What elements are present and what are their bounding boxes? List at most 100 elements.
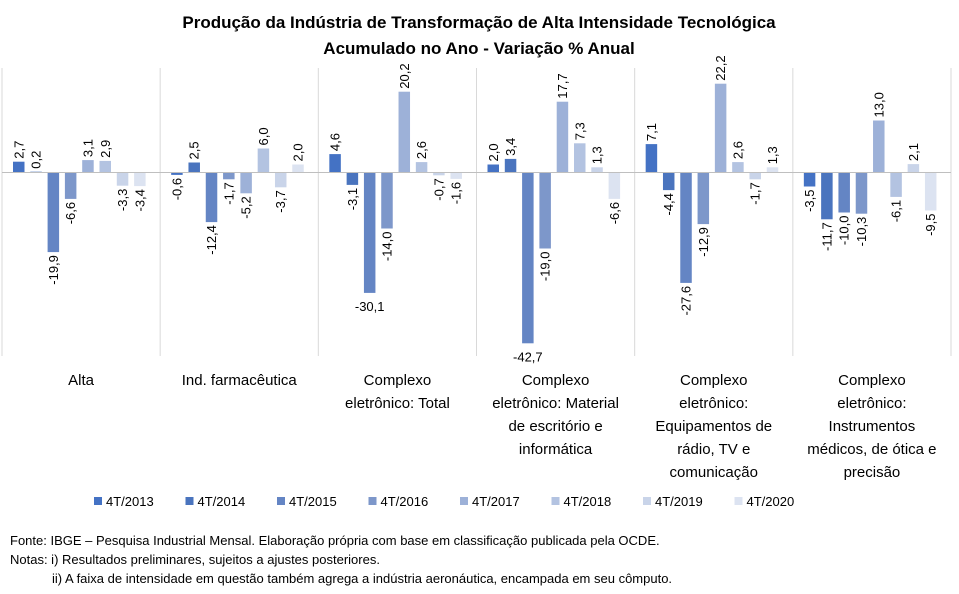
- chart-subtitle: Acumulado no Ano - Variação % Anual: [323, 39, 634, 58]
- category-label: Instrumentos: [829, 418, 916, 435]
- data-label: -4,4: [661, 193, 676, 215]
- data-label: -0,6: [169, 178, 184, 200]
- data-label: -6,6: [63, 202, 78, 224]
- category-label: precisão: [844, 464, 901, 481]
- data-label: 17,7: [555, 73, 570, 98]
- data-label: -6,1: [889, 200, 904, 222]
- plot-area: 2,70,2 -19,9 -6,6 3,1 2,9 -3,3 -3,4 Alta -0,6 2,5…: [1, 55, 952, 481]
- data-label: -1,7: [748, 182, 763, 204]
- data-label: 22,2: [713, 55, 728, 80]
- bar: [99, 160, 111, 173]
- legend-item-label: 4T/2015: [289, 494, 337, 509]
- bar: [47, 172, 60, 253]
- data-label: 0,2: [29, 151, 44, 169]
- bar: [398, 91, 411, 173]
- data-label: -10,0: [837, 216, 852, 246]
- data-label: -6,6: [607, 202, 622, 224]
- legend-item-label: 4T/2014: [198, 494, 246, 509]
- bar: [803, 172, 816, 187]
- legend-swatch: [643, 497, 651, 505]
- data-label: 2,5: [187, 141, 202, 159]
- category-label: médicos, de ótica e: [807, 441, 936, 458]
- legend: 4T/2013 4T/2014 4T/2015 4T/2016 4T/2017 4T/20…: [94, 494, 794, 509]
- category-label: de escritório e: [508, 418, 602, 435]
- data-label: -1,6: [449, 182, 464, 204]
- category-label: Alta: [68, 372, 95, 389]
- bar: [487, 164, 499, 173]
- data-label: 4,6: [328, 133, 343, 151]
- legend-swatch: [734, 497, 743, 505]
- note-2: ii) A faixa de intensidade em questão ta…: [52, 571, 673, 586]
- data-label: -3,1: [345, 188, 360, 210]
- bar: [134, 172, 146, 187]
- chart-title: Produção da Indústria de Transformação d…: [182, 13, 776, 32]
- legend-item-label: 4T/2016: [381, 494, 429, 509]
- category-label: rádio, TV e: [677, 441, 750, 458]
- bar: [766, 167, 779, 173]
- category-label: eletrônico:: [837, 395, 906, 412]
- bar: [873, 120, 885, 173]
- legend-item-label: 4T/2020: [747, 494, 795, 509]
- bar: [749, 172, 761, 180]
- bar-chart: Produção da Indústria de Transformação d…: [1, 13, 952, 509]
- data-label: -27,6: [679, 286, 694, 316]
- bar: [64, 172, 77, 199]
- category-label: Ind. farmacêutica: [182, 372, 298, 389]
- bar: [329, 154, 341, 173]
- legend-swatch: [551, 497, 560, 505]
- data-label: 2,0: [486, 143, 501, 161]
- data-label: 2,9: [98, 140, 113, 158]
- legend-swatch: [94, 497, 102, 505]
- bar: [591, 167, 603, 173]
- bar: [855, 172, 868, 214]
- data-label: 2,0: [291, 143, 306, 161]
- data-label: -12,9: [696, 227, 711, 257]
- bar: [924, 172, 937, 211]
- data-label: -14,0: [379, 232, 394, 262]
- data-label: -9,5: [923, 214, 938, 236]
- bar: [188, 162, 200, 173]
- data-label: -11,7: [819, 222, 834, 251]
- source-note: Fonte: IBGE – Pesquisa Industrial Mensal…: [10, 533, 660, 548]
- bar: [292, 164, 304, 173]
- bar: [13, 161, 25, 173]
- data-label: -3,4: [132, 189, 147, 211]
- bar: [240, 172, 252, 194]
- category-label: Complexo: [522, 372, 590, 389]
- data-label: -12,4: [204, 225, 219, 255]
- data-label: -0,7: [431, 178, 446, 200]
- bar: [697, 172, 710, 225]
- data-label: -3,3: [115, 189, 130, 211]
- data-label: -10,3: [854, 217, 869, 247]
- data-label: 2,6: [730, 141, 745, 159]
- data-label: 2,7: [11, 141, 26, 159]
- category-label: Complexo: [838, 372, 906, 389]
- data-label: -42,7: [513, 349, 543, 364]
- bar: [539, 172, 551, 249]
- data-label: 13,0: [871, 92, 886, 117]
- bar: [680, 172, 692, 283]
- bar: [381, 172, 393, 229]
- data-label: 1,3: [765, 146, 780, 164]
- bar: [274, 172, 287, 188]
- data-label: 1,3: [590, 146, 605, 164]
- category-label: informática: [519, 441, 593, 458]
- bar: [556, 101, 569, 173]
- category-label: eletrônico: Total: [345, 395, 450, 412]
- bar: [346, 172, 359, 185]
- bar: [645, 144, 658, 173]
- category-label: Complexo: [680, 372, 748, 389]
- bar: [205, 172, 218, 223]
- legend-swatch: [368, 497, 377, 505]
- bar: [522, 172, 534, 344]
- data-label: 7,1: [644, 123, 659, 141]
- bar: [821, 172, 833, 220]
- data-label: -19,0: [538, 252, 553, 282]
- category-label: eletrônico:: [679, 395, 748, 412]
- bar: [450, 172, 462, 179]
- data-label: -3,5: [802, 190, 817, 212]
- bar: [116, 172, 129, 186]
- data-label: -5,2: [239, 196, 254, 218]
- legend-item-label: 4T/2013: [106, 494, 154, 509]
- note-1: Notas: i) Resultados preliminares, sujei…: [10, 552, 380, 567]
